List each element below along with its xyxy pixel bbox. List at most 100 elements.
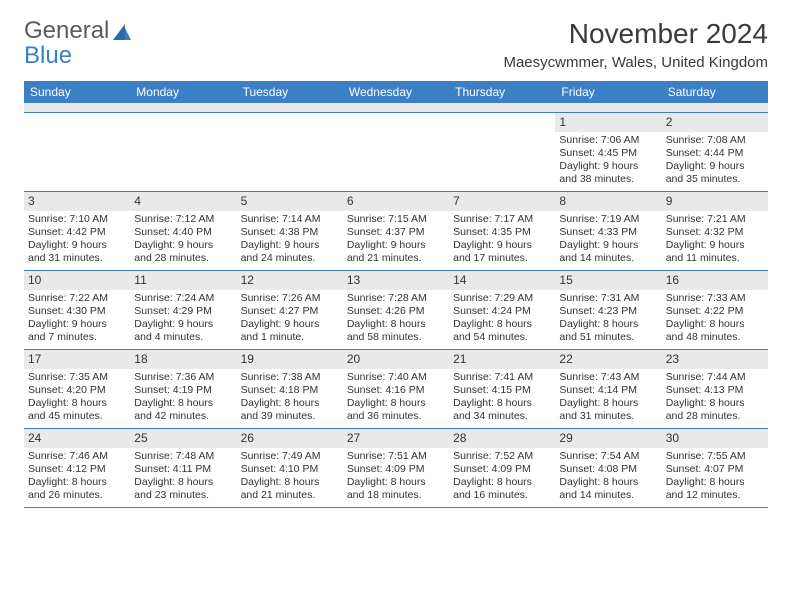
daylight-text: Daylight: 9 hours and 31 minutes. — [28, 239, 126, 265]
day-body: Sunrise: 7:51 AMSunset: 4:09 PMDaylight:… — [343, 448, 449, 507]
day-cell: 30Sunrise: 7:55 AMSunset: 4:07 PMDayligh… — [662, 429, 768, 507]
sunset-text: Sunset: 4:19 PM — [134, 384, 232, 397]
sunset-text: Sunset: 4:29 PM — [134, 305, 232, 318]
day-body: Sunrise: 7:33 AMSunset: 4:22 PMDaylight:… — [662, 290, 768, 349]
day-cell: 22Sunrise: 7:43 AMSunset: 4:14 PMDayligh… — [555, 350, 661, 428]
sunset-text: Sunset: 4:09 PM — [453, 463, 551, 476]
day-body: Sunrise: 7:19 AMSunset: 4:33 PMDaylight:… — [555, 211, 661, 270]
day-body: Sunrise: 7:46 AMSunset: 4:12 PMDaylight:… — [24, 448, 130, 507]
week-row: .....1Sunrise: 7:06 AMSunset: 4:45 PMDay… — [24, 113, 768, 192]
day-number: 5 — [237, 192, 343, 211]
day-header: Saturday — [662, 81, 768, 103]
day-cell: . — [343, 113, 449, 191]
sunrise-text: Sunrise: 7:31 AM — [559, 292, 657, 305]
sunrise-text: Sunrise: 7:33 AM — [666, 292, 764, 305]
sunset-text: Sunset: 4:22 PM — [666, 305, 764, 318]
day-header: Sunday — [24, 81, 130, 103]
day-cell: 8Sunrise: 7:19 AMSunset: 4:33 PMDaylight… — [555, 192, 661, 270]
day-body: Sunrise: 7:26 AMSunset: 4:27 PMDaylight:… — [237, 290, 343, 349]
daylight-text: Daylight: 9 hours and 4 minutes. — [134, 318, 232, 344]
day-body: Sunrise: 7:43 AMSunset: 4:14 PMDaylight:… — [555, 369, 661, 428]
daylight-text: Daylight: 9 hours and 28 minutes. — [134, 239, 232, 265]
day-cell: 29Sunrise: 7:54 AMSunset: 4:08 PMDayligh… — [555, 429, 661, 507]
daylight-text: Daylight: 8 hours and 54 minutes. — [453, 318, 551, 344]
sunset-text: Sunset: 4:40 PM — [134, 226, 232, 239]
sunset-text: Sunset: 4:11 PM — [134, 463, 232, 476]
daylight-text: Daylight: 8 hours and 39 minutes. — [241, 397, 339, 423]
sunrise-text: Sunrise: 7:51 AM — [347, 450, 445, 463]
sunset-text: Sunset: 4:42 PM — [28, 226, 126, 239]
day-number: 28 — [449, 429, 555, 448]
day-number: 19 — [237, 350, 343, 369]
logo-line1: General — [24, 17, 109, 44]
daylight-text: Daylight: 8 hours and 45 minutes. — [28, 397, 126, 423]
sunrise-text: Sunrise: 7:36 AM — [134, 371, 232, 384]
day-cell: . — [237, 113, 343, 191]
day-number: 18 — [130, 350, 236, 369]
day-cell: 26Sunrise: 7:49 AMSunset: 4:10 PMDayligh… — [237, 429, 343, 507]
sunrise-text: Sunrise: 7:24 AM — [134, 292, 232, 305]
day-number: 30 — [662, 429, 768, 448]
day-body: Sunrise: 7:31 AMSunset: 4:23 PMDaylight:… — [555, 290, 661, 349]
day-number: 4 — [130, 192, 236, 211]
day-number: 11 — [130, 271, 236, 290]
daylight-text: Daylight: 8 hours and 14 minutes. — [559, 476, 657, 502]
sunset-text: Sunset: 4:32 PM — [666, 226, 764, 239]
day-number: 22 — [555, 350, 661, 369]
daylight-text: Daylight: 9 hours and 38 minutes. — [559, 160, 657, 186]
sunrise-text: Sunrise: 7:29 AM — [453, 292, 551, 305]
daylight-text: Daylight: 8 hours and 34 minutes. — [453, 397, 551, 423]
sunset-text: Sunset: 4:09 PM — [347, 463, 445, 476]
sunset-text: Sunset: 4:30 PM — [28, 305, 126, 318]
sunrise-text: Sunrise: 7:14 AM — [241, 213, 339, 226]
day-cell: 27Sunrise: 7:51 AMSunset: 4:09 PMDayligh… — [343, 429, 449, 507]
day-body: Sunrise: 7:44 AMSunset: 4:13 PMDaylight:… — [662, 369, 768, 428]
sunrise-text: Sunrise: 7:44 AM — [666, 371, 764, 384]
day-number: 15 — [555, 271, 661, 290]
day-cell: 28Sunrise: 7:52 AMSunset: 4:09 PMDayligh… — [449, 429, 555, 507]
day-number: 13 — [343, 271, 449, 290]
day-body: Sunrise: 7:36 AMSunset: 4:19 PMDaylight:… — [130, 369, 236, 428]
sunset-text: Sunset: 4:35 PM — [453, 226, 551, 239]
day-body: Sunrise: 7:48 AMSunset: 4:11 PMDaylight:… — [130, 448, 236, 507]
page-title: November 2024 — [503, 18, 768, 50]
daylight-text: Daylight: 9 hours and 35 minutes. — [666, 160, 764, 186]
day-cell: . — [24, 113, 130, 191]
day-header: Monday — [130, 81, 236, 103]
sunrise-text: Sunrise: 7:54 AM — [559, 450, 657, 463]
day-number: 16 — [662, 271, 768, 290]
sunset-text: Sunset: 4:24 PM — [453, 305, 551, 318]
sunrise-text: Sunrise: 7:12 AM — [134, 213, 232, 226]
day-cell: 2Sunrise: 7:08 AMSunset: 4:44 PMDaylight… — [662, 113, 768, 191]
day-body: Sunrise: 7:35 AMSunset: 4:20 PMDaylight:… — [24, 369, 130, 428]
sunrise-text: Sunrise: 7:35 AM — [28, 371, 126, 384]
day-number: 27 — [343, 429, 449, 448]
day-cell: 14Sunrise: 7:29 AMSunset: 4:24 PMDayligh… — [449, 271, 555, 349]
day-number: 3 — [24, 192, 130, 211]
sunrise-text: Sunrise: 7:49 AM — [241, 450, 339, 463]
daylight-text: Daylight: 8 hours and 42 minutes. — [134, 397, 232, 423]
week-row: 17Sunrise: 7:35 AMSunset: 4:20 PMDayligh… — [24, 350, 768, 429]
day-header: Thursday — [449, 81, 555, 103]
day-number: 23 — [662, 350, 768, 369]
day-body: Sunrise: 7:41 AMSunset: 4:15 PMDaylight:… — [449, 369, 555, 428]
day-cell: 1Sunrise: 7:06 AMSunset: 4:45 PMDaylight… — [555, 113, 661, 191]
sunrise-text: Sunrise: 7:52 AM — [453, 450, 551, 463]
sunset-text: Sunset: 4:33 PM — [559, 226, 657, 239]
day-body: Sunrise: 7:49 AMSunset: 4:10 PMDaylight:… — [237, 448, 343, 507]
day-body: Sunrise: 7:08 AMSunset: 4:44 PMDaylight:… — [662, 132, 768, 191]
daylight-text: Daylight: 8 hours and 58 minutes. — [347, 318, 445, 344]
day-body: Sunrise: 7:06 AMSunset: 4:45 PMDaylight:… — [555, 132, 661, 191]
sunset-text: Sunset: 4:37 PM — [347, 226, 445, 239]
day-body: Sunrise: 7:54 AMSunset: 4:08 PMDaylight:… — [555, 448, 661, 507]
day-number: 29 — [555, 429, 661, 448]
day-body: Sunrise: 7:29 AMSunset: 4:24 PMDaylight:… — [449, 290, 555, 349]
sunrise-text: Sunrise: 7:06 AM — [559, 134, 657, 147]
sunset-text: Sunset: 4:18 PM — [241, 384, 339, 397]
location-subtitle: Maesycwmmer, Wales, United Kingdom — [503, 54, 768, 71]
day-cell: 3Sunrise: 7:10 AMSunset: 4:42 PMDaylight… — [24, 192, 130, 270]
day-cell: 24Sunrise: 7:46 AMSunset: 4:12 PMDayligh… — [24, 429, 130, 507]
sunrise-text: Sunrise: 7:48 AM — [134, 450, 232, 463]
day-cell: 4 Sunrise: 7:12 AMSunset: 4:40 PMDaylight… — [130, 192, 236, 270]
day-body: Sunrise: 7:22 AMSunset: 4:30 PMDaylight:… — [24, 290, 130, 349]
